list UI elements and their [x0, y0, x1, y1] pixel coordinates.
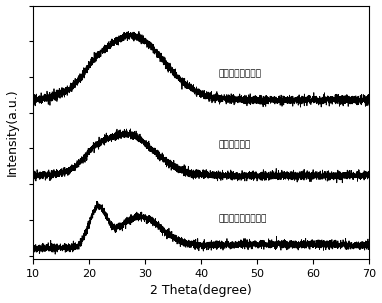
Y-axis label: Intensity(a.u.): Intensity(a.u.)	[6, 88, 19, 176]
Text: 改性橘子皮衍生炭: 改性橘子皮衍生炭	[218, 69, 261, 78]
Text: 橘子皮衍生炭前驱体: 橘子皮衍生炭前驱体	[218, 214, 267, 223]
Text: 橘子皮衍生炭: 橘子皮衍生炭	[218, 140, 250, 149]
X-axis label: 2 Theta(degree): 2 Theta(degree)	[151, 285, 252, 298]
